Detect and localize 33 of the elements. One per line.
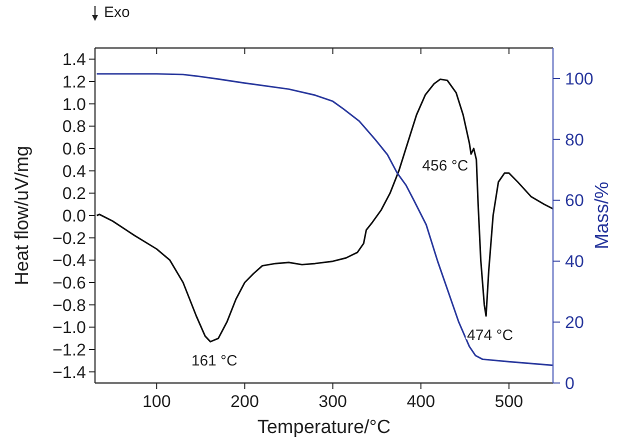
y2-tick-label: 60 (565, 191, 584, 210)
y-tick-label: −0.8 (52, 296, 86, 315)
y2-tick-label: 80 (565, 130, 584, 150)
x-axis-title: Temperature/°C (257, 417, 391, 438)
annotation: 456 °C (422, 158, 468, 174)
y-tick-label: −0.4 (52, 251, 86, 270)
y-tick-label: −1.4 (52, 362, 86, 382)
y-tick-label: −0.6 (52, 273, 86, 292)
y-tick-label: 1.2 (62, 72, 86, 92)
y-tick-label: 0.0 (62, 206, 86, 226)
text: Exo (104, 4, 130, 21)
y-tick-label: 1.0 (62, 94, 86, 114)
y-tick-label: 0.6 (62, 139, 86, 158)
y-tick-label: 0.4 (62, 162, 86, 181)
annotation: 474 °C (467, 327, 514, 344)
x-tick-label: 200 (230, 392, 259, 411)
y2-tick-label: 20 (565, 313, 584, 332)
y-tick-label: −1.0 (52, 318, 86, 338)
x-tick-label: 300 (318, 392, 347, 411)
y2-tick-label: 100 (565, 69, 594, 88)
y-tick-label: −1.2 (52, 340, 86, 360)
annotation: 161 °C (191, 352, 238, 370)
y2-axis-title: Mass/% (592, 182, 613, 250)
y-axis-title: Heat flow/uV/mg (12, 146, 33, 286)
y-tick-label: 0.2 (62, 184, 86, 204)
x-tick-label: 500 (494, 392, 524, 411)
y-tick-label: −0.2 (52, 228, 86, 248)
x-tick-label: 100 (142, 392, 171, 411)
x-tick-label: 400 (406, 392, 436, 411)
y2-tick-label: 40 (565, 252, 584, 272)
y-tick-label: 1.4 (62, 50, 86, 70)
y-tick-label: 0.8 (62, 117, 86, 136)
y2-tick-label: 0 (565, 374, 574, 393)
